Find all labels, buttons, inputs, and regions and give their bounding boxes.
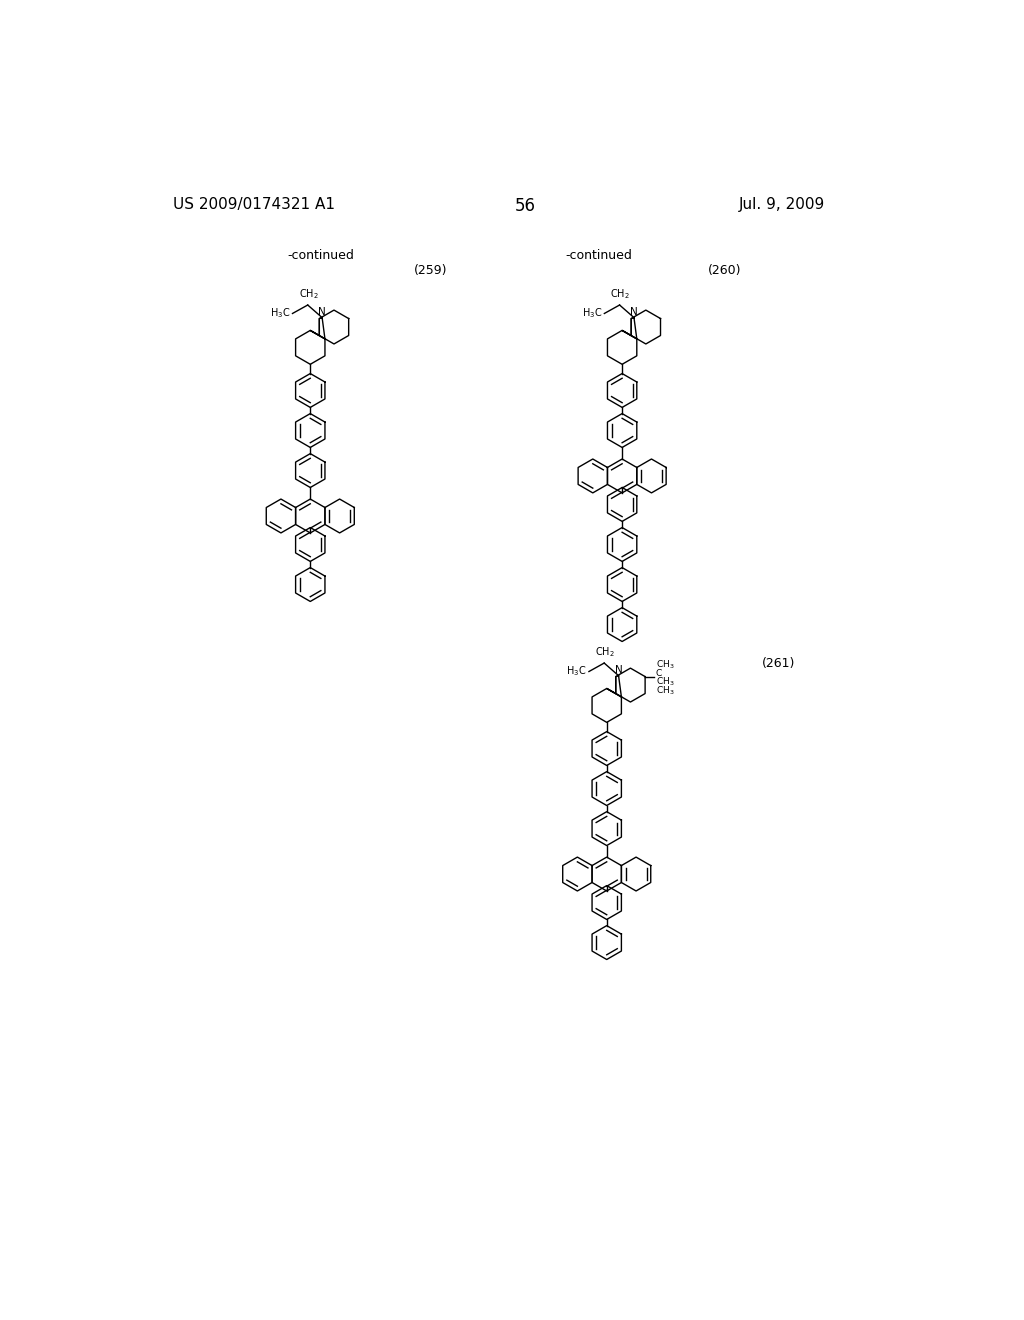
Text: H$_3$C: H$_3$C [582,306,602,321]
Text: CH$_2$: CH$_2$ [610,288,630,301]
Text: CH$_2$: CH$_2$ [595,645,614,659]
Text: H$_3$C: H$_3$C [566,665,587,678]
Text: 56: 56 [514,197,536,215]
Text: N: N [614,665,623,675]
Text: (261): (261) [762,656,796,669]
Text: -continued: -continued [565,248,632,261]
Text: CH$_3$: CH$_3$ [656,684,675,697]
Text: CH$_3$: CH$_3$ [656,676,675,688]
Text: Jul. 9, 2009: Jul. 9, 2009 [739,197,825,213]
Text: N: N [318,308,326,317]
Text: (259): (259) [414,264,447,277]
Text: N: N [630,308,638,317]
Text: C: C [656,669,663,678]
Text: CH$_3$: CH$_3$ [656,659,675,672]
Text: -continued: -continued [288,248,354,261]
Text: H$_3$C: H$_3$C [270,306,290,321]
Text: CH$_2$: CH$_2$ [299,288,318,301]
Text: (260): (260) [708,264,741,277]
Text: US 2009/0174321 A1: US 2009/0174321 A1 [173,197,335,213]
